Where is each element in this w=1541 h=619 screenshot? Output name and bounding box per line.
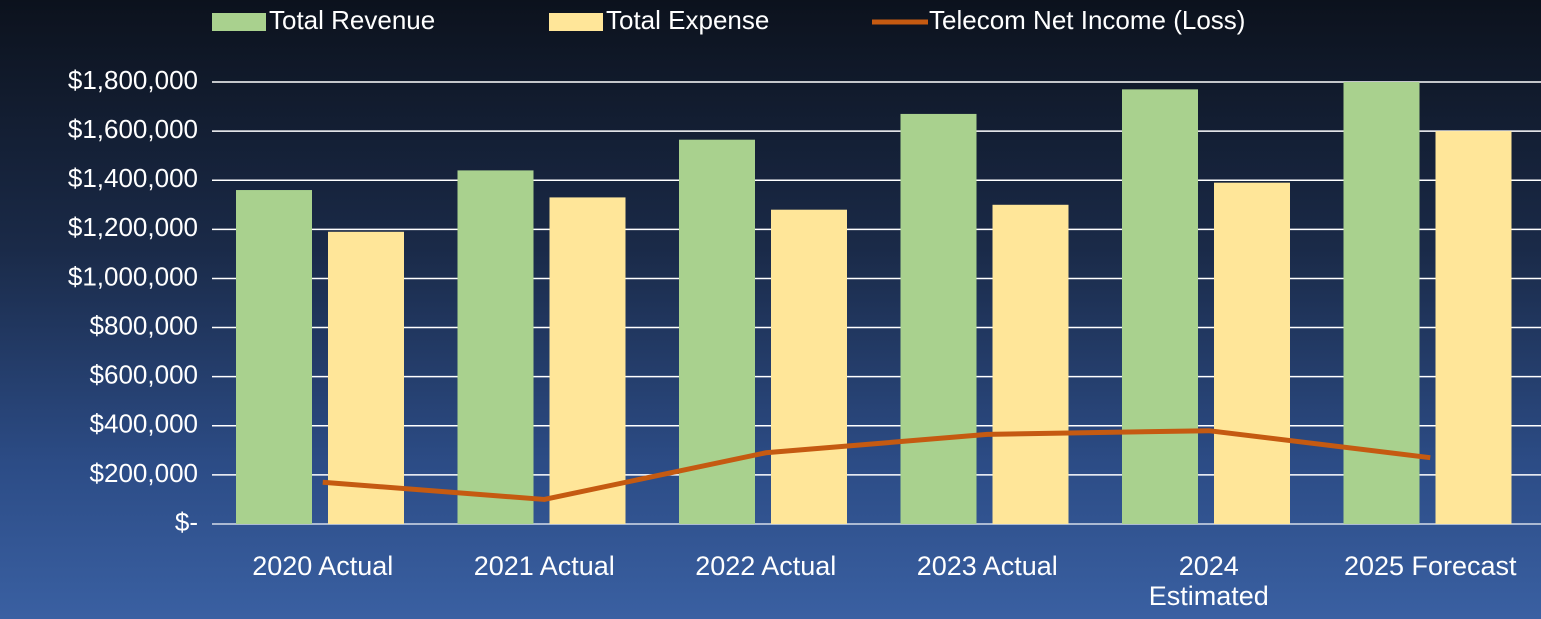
x-tick-label: 2020 Actual — [252, 551, 394, 581]
y-tick-label: $1,200,000 — [68, 212, 198, 242]
bar — [992, 204, 1069, 524]
y-tick-label: $1,400,000 — [68, 163, 198, 193]
y-tick-label: $1,600,000 — [68, 114, 198, 144]
legend-marker — [212, 13, 266, 31]
y-tick-label: $400,000 — [90, 409, 198, 439]
x-tick-label: 2021 Actual — [473, 551, 615, 581]
legend-marker — [549, 13, 603, 31]
y-tick-label: $- — [175, 507, 198, 537]
line — [322, 428, 1431, 502]
bar — [771, 209, 847, 524]
bar — [549, 197, 626, 524]
bar — [236, 190, 312, 525]
bar — [328, 231, 404, 525]
bar — [457, 170, 534, 524]
bar — [1435, 131, 1512, 524]
x-tick-label: 2023 Actual — [916, 551, 1058, 581]
y-tick-label: $1,000,000 — [68, 261, 198, 291]
x-tick-label: 2024 Estimated — [1148, 551, 1269, 611]
y-tick-label: $600,000 — [90, 360, 198, 390]
x-tick-label: 2022 Actual — [695, 551, 837, 581]
legend-label: Telecom Net Income (Loss) — [929, 5, 1245, 35]
y-tick-label: $1,800,000 — [68, 65, 198, 95]
legend-label: Total Revenue — [269, 5, 435, 35]
bar — [1343, 82, 1420, 524]
y-tick-label: $200,000 — [90, 458, 198, 488]
bar — [900, 113, 977, 524]
x-tick-label: 2025 Forecast — [1343, 551, 1517, 581]
legend-label: Total Expense — [606, 5, 769, 35]
bar — [1122, 89, 1198, 524]
bar — [1214, 182, 1290, 524]
y-tick-label: $800,000 — [90, 310, 198, 340]
